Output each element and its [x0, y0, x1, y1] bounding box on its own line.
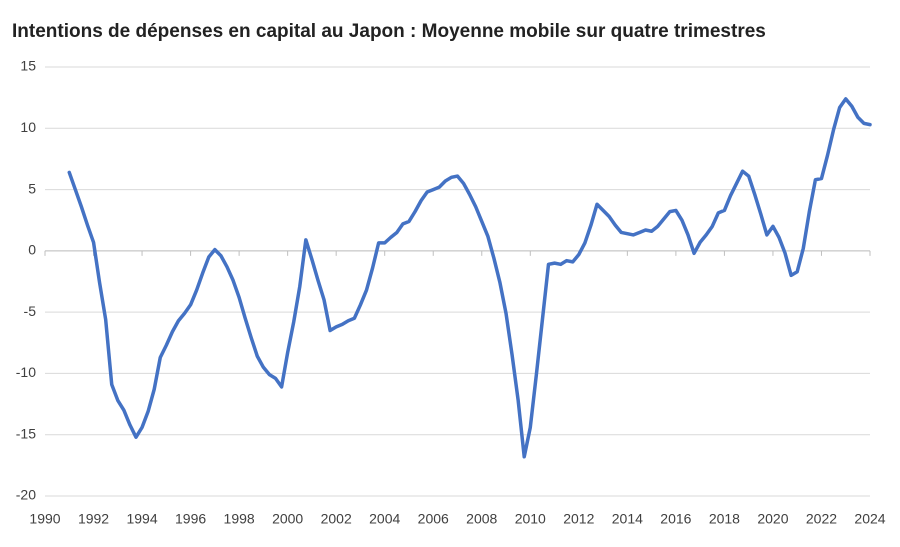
y-tick-label: 0 [28, 242, 36, 258]
x-tick-label: 1990 [29, 511, 60, 527]
x-tick-label: 2016 [660, 511, 691, 527]
x-tick-label: 2012 [563, 511, 594, 527]
y-tick-label: 5 [28, 180, 36, 196]
x-tick-label: 2024 [854, 511, 885, 527]
y-tick-label: 15 [20, 58, 36, 74]
y-tick-label: -15 [16, 425, 36, 441]
y-tick-label: 10 [20, 119, 36, 135]
y-tick-label: -5 [24, 303, 37, 319]
x-tick-label: 2020 [757, 511, 788, 527]
x-tick-label: 2000 [272, 511, 303, 527]
line-series [67, 97, 872, 459]
x-tick-label: 2002 [321, 511, 352, 527]
x-tick-label: 1998 [224, 511, 255, 527]
x-tick-label: 2008 [466, 511, 497, 527]
x-tick-label: 1992 [78, 511, 109, 527]
x-tick-label: 2018 [709, 511, 740, 527]
x-tick-label: 2010 [515, 511, 546, 527]
x-tick-label: 1994 [126, 511, 157, 527]
x-tick-label: 2014 [612, 511, 643, 527]
x-tick-label: 2022 [806, 511, 837, 527]
x-tick-label: 2004 [369, 511, 400, 527]
chart-title: Intentions de dépenses en capital au Jap… [12, 21, 766, 42]
x-tick-label: 2006 [418, 511, 449, 527]
y-tick-label: -10 [16, 364, 36, 380]
x-tick-label: 1996 [175, 511, 206, 527]
y-tick-label: -20 [16, 487, 36, 503]
